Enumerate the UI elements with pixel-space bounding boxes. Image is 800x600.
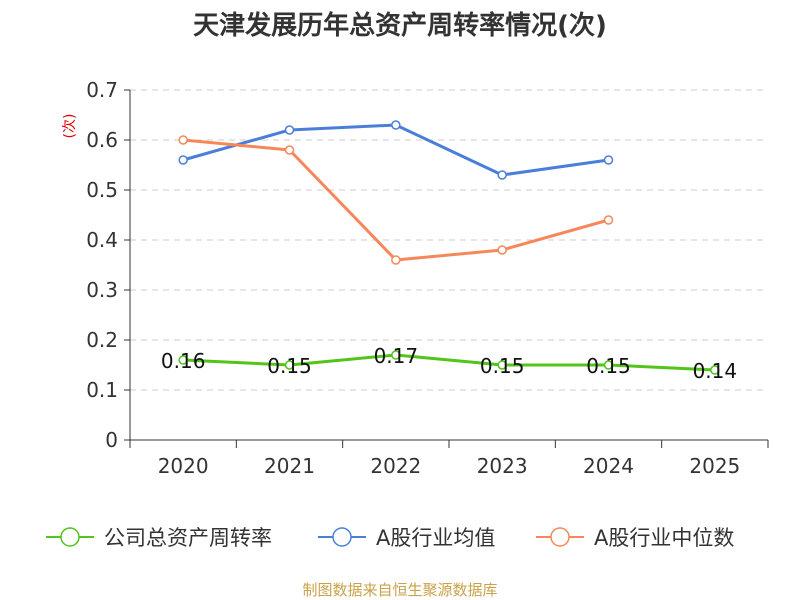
data-point — [497, 245, 507, 255]
legend-marker — [550, 527, 570, 547]
legend-label: 公司总资产周转率 — [104, 526, 272, 550]
legend-label: A股行业均值 — [376, 526, 495, 550]
x-tick-label: 2022 — [370, 454, 421, 478]
data-label: 0.17 — [374, 344, 419, 368]
data-point — [603, 155, 614, 165]
series-line-2 — [183, 138, 609, 262]
data-label: 0.14 — [693, 359, 738, 383]
data-point — [497, 170, 507, 180]
legend-marker — [60, 527, 80, 547]
data-point — [603, 360, 614, 370]
data-point — [284, 145, 295, 155]
y-tick-label: 0.6 — [86, 128, 118, 152]
legend-label: A股行业中位数 — [594, 526, 734, 550]
x-axis-ticks: 2020 2021 2022 2023 2024 2025 — [129, 440, 769, 478]
series-layer — [178, 120, 720, 375]
y-axis-unit-label: (次) — [62, 114, 78, 139]
y-tick-label: 0.1 — [86, 378, 118, 402]
data-point — [284, 125, 295, 135]
x-tick-label: 2024 — [583, 454, 634, 478]
series-line-1 — [182, 123, 609, 177]
data-labels: 0.16 0.15 0.17 0.15 0.15 0.14 — [161, 344, 737, 383]
source-note: 制图数据来自恒生聚源数据库 — [302, 581, 497, 599]
data-point — [391, 255, 401, 265]
y-tick-label: 0 — [105, 428, 118, 452]
data-label: 0.15 — [480, 354, 525, 378]
legend-marker — [332, 527, 352, 547]
data-label: 0.16 — [161, 349, 206, 373]
data-point — [710, 365, 720, 375]
data-point — [284, 360, 295, 370]
data-point — [391, 350, 401, 360]
legend: 公司总资产周转率 A股行业均值 A股行业中位数 — [46, 526, 734, 550]
data-label: 0.15 — [586, 354, 631, 378]
y-tick-label: 0.3 — [86, 278, 118, 302]
y-tick-label: 0.7 — [86, 78, 118, 102]
x-tick-label: 2023 — [477, 454, 528, 478]
chart-title: 天津发展历年总资产周转率情况(次) — [193, 10, 607, 41]
x-tick-label: 2021 — [264, 454, 315, 478]
data-point — [603, 215, 614, 225]
y-axis-ticks: 0 0.1 0.2 0.3 0.4 0.5 0.6 0.7 — [86, 78, 130, 452]
data-label: 0.15 — [267, 354, 312, 378]
data-point — [178, 155, 188, 165]
y-tick-label: 0.2 — [86, 328, 118, 352]
grid-lines — [130, 89, 768, 391]
data-point — [178, 355, 188, 365]
data-point — [178, 135, 188, 145]
x-tick-label: 2020 — [158, 454, 209, 478]
data-point — [497, 360, 507, 370]
data-point — [391, 120, 401, 130]
x-tick-label: 2025 — [689, 454, 740, 478]
y-tick-label: 0.5 — [86, 178, 118, 202]
y-tick-label: 0.4 — [86, 228, 118, 252]
series-line-0 — [183, 353, 715, 372]
